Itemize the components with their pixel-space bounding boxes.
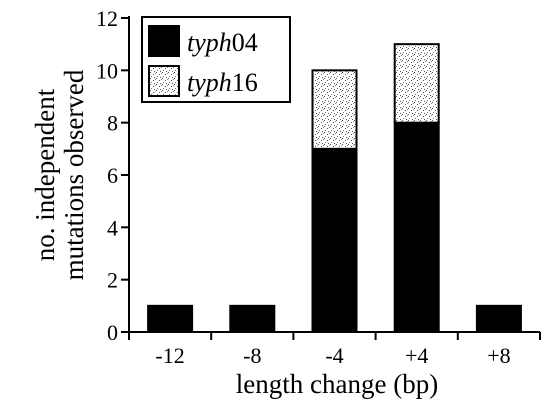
x-tick-label-plus8: +8 — [487, 343, 510, 368]
legend-label-typh04: typh04 — [187, 28, 258, 57]
x-tick-label-minus4: -4 — [325, 343, 343, 368]
bar-typh04-minus12 — [147, 304, 194, 334]
legend-swatch-typh04 — [148, 25, 180, 57]
legend-label-typh04-italic: typh — [187, 28, 232, 57]
y-tick-label-10: 10 — [96, 58, 118, 83]
bar-typh04-plus4 — [393, 121, 440, 333]
y-tick-label-0: 0 — [107, 320, 118, 345]
x-tick-label-plus4: +4 — [405, 343, 428, 368]
y-tick-label-2: 2 — [107, 268, 118, 293]
y-tick-label-4: 4 — [107, 215, 118, 240]
legend-label-typh16-italic: typh — [187, 68, 232, 97]
legend-label-typh16-number: 16 — [232, 68, 258, 97]
legend-label-typh04-number: 04 — [232, 28, 258, 57]
plot-area: 0 2 4 6 8 10 12 -12 -8 -4 +4 +8 — [96, 6, 541, 368]
bar-typh04-plus8 — [475, 304, 522, 334]
y-tick-label-8: 8 — [107, 111, 118, 136]
bar-typh16-plus4 — [393, 43, 440, 124]
y-axis-title-line-1: no. independent — [30, 88, 60, 261]
bar-typh04-minus8 — [229, 304, 276, 334]
legend-swatch-typh16 — [148, 65, 180, 97]
y-tick-label-6: 6 — [107, 163, 118, 188]
legend: typh04 typh16 — [141, 16, 291, 103]
y-tick-label-12: 12 — [96, 6, 118, 31]
x-tick-label-minus12: -12 — [155, 343, 184, 368]
x-axis-title: length change (bp) — [236, 369, 438, 399]
x-tick-label-minus8: -8 — [243, 343, 261, 368]
bar-typh16-minus4 — [311, 69, 358, 150]
bar-typh04-minus4 — [311, 147, 358, 333]
legend-label-typh16: typh16 — [187, 68, 258, 97]
y-axis-title-line-2: mutations observed — [59, 69, 89, 280]
